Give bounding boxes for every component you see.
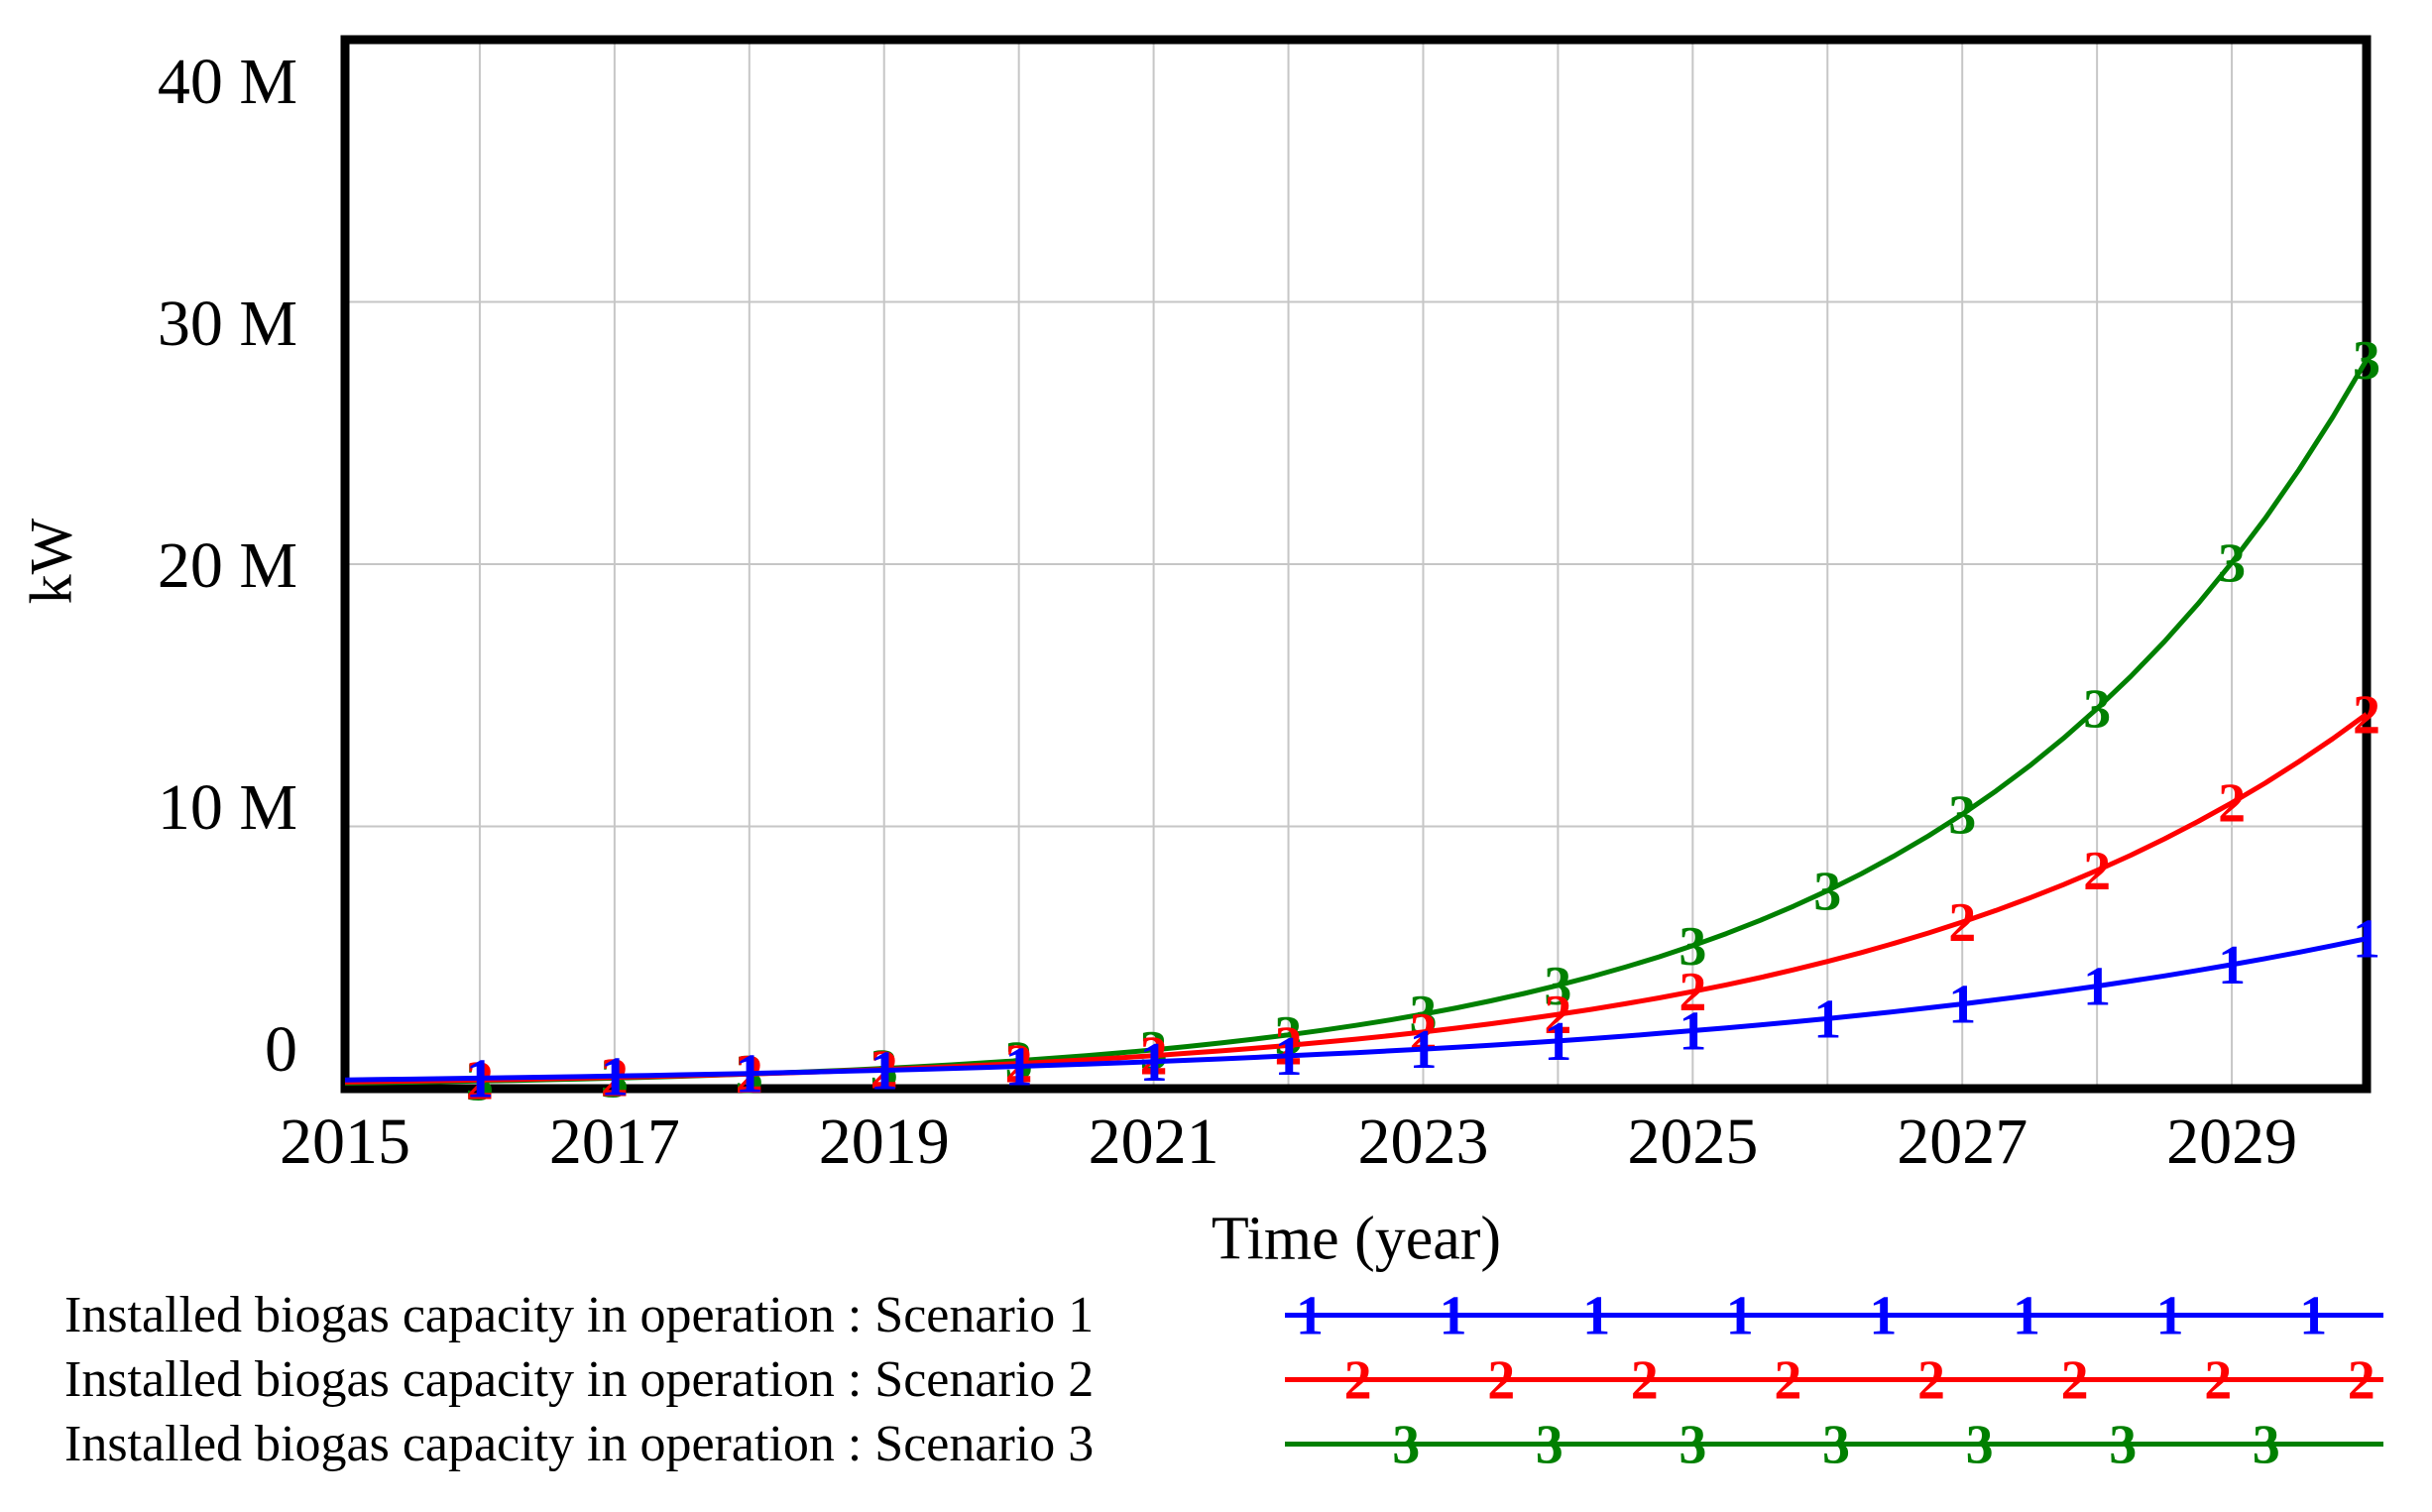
series-marker: 2 bbox=[1409, 1002, 1437, 1064]
legend-marker: 2 bbox=[2061, 1350, 2089, 1412]
x-tick-label: 2023 bbox=[1357, 1105, 1488, 1178]
legend-marker: 2 bbox=[1487, 1350, 1515, 1412]
legend-marker: 3 bbox=[2109, 1415, 2137, 1476]
legend-marker: 3 bbox=[2253, 1415, 2280, 1476]
series-marker: 3 bbox=[2353, 330, 2380, 392]
series-marker: 3 bbox=[2218, 532, 2246, 594]
series-marker: 3 bbox=[1813, 861, 1841, 922]
legend-label: Installed biogas capacity in operation :… bbox=[64, 1416, 1095, 1472]
legend-item-scenario-1: Installed biogas capacity in operation :… bbox=[0, 1283, 2432, 1347]
series-marker: 2 bbox=[1679, 962, 1706, 1023]
series-marker: 2 bbox=[466, 1050, 494, 1111]
x-axis-title: Time (year) bbox=[1211, 1205, 1502, 1273]
series-marker: 2 bbox=[1544, 985, 1571, 1046]
legend-marker: 2 bbox=[2348, 1350, 2375, 1412]
legend-item-scenario-3: Installed biogas capacity in operation :… bbox=[0, 1412, 2432, 1476]
legend-line-scenario-1: 1 1 1 1 1 1 1 1 bbox=[1285, 1286, 2383, 1347]
series-marker: 1 bbox=[1813, 989, 1841, 1050]
legend-marker: 1 bbox=[2299, 1286, 2327, 1347]
series-marker: 2 bbox=[1948, 892, 1976, 954]
series-marker: 1 bbox=[1005, 1037, 1033, 1099]
legend-marker: 3 bbox=[1536, 1415, 1563, 1476]
series-marker: 1 bbox=[466, 1048, 494, 1109]
series-marker: 1 bbox=[2353, 909, 2380, 971]
series-marker: 1 bbox=[1948, 975, 1976, 1036]
series-marker: 1 bbox=[2218, 935, 2246, 996]
series-marker: 1 bbox=[1544, 1011, 1571, 1073]
legend-marker: 3 bbox=[1822, 1415, 1850, 1476]
series-marker: 3 bbox=[1544, 956, 1571, 1017]
series-marker: 2 bbox=[1275, 1015, 1303, 1077]
y-tick-label: 20 M bbox=[158, 529, 297, 602]
series-marker: 1 bbox=[736, 1044, 763, 1105]
legend-marker: 3 bbox=[1679, 1415, 1706, 1476]
legend-label: Installed biogas capacity in operation :… bbox=[64, 1287, 1095, 1343]
x-tick-label: 2019 bbox=[819, 1105, 950, 1178]
series-marker: 1 bbox=[1409, 1019, 1437, 1081]
legend-marker: 1 bbox=[2156, 1286, 2184, 1347]
legend-line-scenario-3: 3 3 3 3 3 3 3 bbox=[1285, 1415, 2383, 1476]
series-marker: 2 bbox=[2083, 841, 2111, 902]
series-marker: 3 bbox=[2083, 679, 2111, 741]
legend-marker: 2 bbox=[1774, 1350, 1801, 1412]
series-marker: 2 bbox=[1140, 1026, 1168, 1088]
x-tick-label: 2015 bbox=[280, 1105, 410, 1178]
x-tick-label: 2029 bbox=[2166, 1105, 2297, 1178]
series-marker: 1 bbox=[601, 1046, 629, 1107]
y-tick-label: 40 M bbox=[158, 46, 297, 118]
series-line-scenario-1 bbox=[344, 936, 2368, 1083]
legend-marker: 1 bbox=[1582, 1286, 1610, 1347]
x-tick-label: 2021 bbox=[1089, 1105, 1219, 1178]
series-marker: 1 bbox=[1679, 1001, 1706, 1063]
series-marker: 1 bbox=[870, 1040, 898, 1102]
y-axis-unit-label: kW bbox=[18, 518, 84, 605]
y-tick-label: 10 M bbox=[158, 771, 297, 844]
series-marker: 3 bbox=[1948, 784, 1976, 846]
series-marker: 1 bbox=[1275, 1026, 1303, 1088]
legend-marker: 3 bbox=[1392, 1415, 1420, 1476]
series-marker: 3 bbox=[1140, 1020, 1168, 1082]
legend-item-scenario-2: Installed biogas capacity in operation :… bbox=[0, 1347, 2432, 1412]
legend-line-scenario-2: 2 2 2 2 2 2 2 2 bbox=[1285, 1350, 2383, 1412]
legend: Installed biogas capacity in operation :… bbox=[0, 1283, 2432, 1476]
legend-marker: 2 bbox=[1344, 1350, 1372, 1412]
y-tick-label: 30 M bbox=[158, 288, 297, 360]
legend-label: Installed biogas capacity in operation :… bbox=[64, 1351, 1095, 1408]
series-marker: 2 bbox=[2353, 684, 2380, 746]
legend-marker: 2 bbox=[1917, 1350, 1945, 1412]
series-marker: 2 bbox=[2218, 773, 2246, 835]
series-marker: 1 bbox=[1140, 1032, 1168, 1094]
series-marker: 1 bbox=[2083, 957, 2111, 1018]
series-marker: 3 bbox=[1409, 985, 1437, 1046]
legend-marker: 2 bbox=[2204, 1350, 2232, 1412]
legend-marker: 1 bbox=[1726, 1286, 1754, 1347]
legend-marker: 1 bbox=[1440, 1286, 1467, 1347]
series-line-scenario-3 bbox=[344, 358, 2370, 1086]
x-tick-label: 2025 bbox=[1627, 1105, 1758, 1178]
series-marker: 3 bbox=[1679, 916, 1706, 978]
legend-marker: 3 bbox=[1966, 1415, 1994, 1476]
legend-marker: 1 bbox=[2013, 1286, 2040, 1347]
legend-marker: 1 bbox=[1296, 1286, 1324, 1347]
plot-border bbox=[340, 35, 2372, 1094]
legend-marker: 1 bbox=[1869, 1286, 1897, 1347]
y-tick-label: 0 bbox=[265, 1013, 297, 1086]
x-tick-label: 2017 bbox=[549, 1105, 680, 1178]
x-tick-label: 2027 bbox=[1897, 1105, 2027, 1178]
legend-marker: 2 bbox=[1631, 1350, 1659, 1412]
